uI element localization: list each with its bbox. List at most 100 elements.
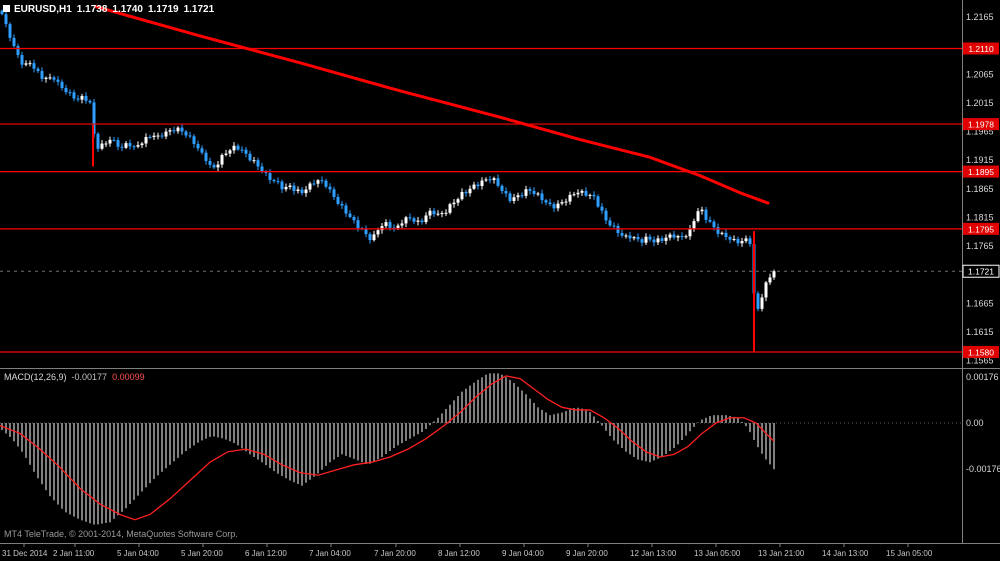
candle-body	[184, 131, 188, 136]
trend-line[interactable]	[94, 5, 770, 205]
candle-body	[248, 153, 252, 161]
candle-body	[192, 136, 196, 144]
candle-body	[260, 166, 264, 172]
candle-body	[52, 77, 56, 80]
candle-body	[168, 130, 172, 132]
candle-body	[232, 145, 236, 151]
candle-body	[20, 54, 24, 65]
ohlc-close-value: 1.1721	[183, 4, 215, 15]
price-level-badge: 1.1978	[963, 118, 999, 131]
candle-body	[636, 237, 640, 240]
candle-body	[592, 194, 596, 197]
price-level-badge: 1.1580	[963, 345, 999, 358]
candle-body	[660, 238, 664, 241]
candle-body	[272, 179, 276, 182]
candle-body	[120, 146, 124, 148]
candle-body	[444, 212, 448, 214]
candle-body	[124, 143, 128, 148]
time-axis-label: 13 Jan 21:00	[758, 549, 805, 558]
time-axis-label: 14 Jan 13:00	[822, 549, 869, 558]
candle-body	[756, 293, 760, 309]
candle-body	[276, 181, 280, 183]
candle-body	[584, 190, 588, 196]
candle-body	[428, 210, 432, 216]
price-level-badge-text: 1.1895	[968, 167, 994, 177]
price-level-badge-text: 1.1795	[968, 224, 994, 234]
candle-body	[416, 220, 420, 222]
candle-body	[292, 185, 296, 192]
candle-body	[188, 135, 192, 137]
candle-body	[608, 220, 612, 226]
candle-body	[684, 236, 688, 238]
candle-body	[268, 173, 272, 180]
candle-body	[440, 213, 444, 215]
candle-body	[596, 196, 600, 207]
candle-body	[28, 63, 32, 65]
candle-body	[576, 192, 580, 195]
time-axis-label: 13 Jan 05:00	[694, 549, 741, 558]
candle-body	[84, 95, 88, 101]
candle-body	[368, 234, 372, 241]
candle-body	[44, 77, 48, 79]
candle-body	[620, 233, 624, 236]
macd-indicator-label: MACD(12,26,9) -0.00177 0.00099	[4, 372, 145, 382]
chart-window-icon	[3, 5, 10, 12]
candle-body	[172, 130, 176, 132]
candle-body	[160, 135, 164, 137]
price-axis-label: 1.1965	[966, 127, 994, 137]
candle-body	[176, 127, 180, 132]
time-axis-label: 8 Jan 12:00	[438, 549, 480, 558]
candle-body	[496, 178, 500, 186]
candle-body	[640, 239, 644, 243]
candle-body	[356, 220, 360, 229]
price-axis-label: 1.2015	[966, 98, 994, 108]
candle-body	[672, 234, 676, 238]
candle-body	[492, 178, 496, 181]
main-chart-area[interactable]	[0, 5, 962, 353]
candle-body	[180, 127, 184, 132]
candle-body	[264, 171, 268, 174]
candle-body	[228, 150, 232, 154]
candle-body	[476, 184, 480, 187]
candle-body	[700, 209, 704, 212]
candle-body	[720, 232, 724, 234]
candle-body	[456, 199, 460, 203]
candle-body	[764, 282, 768, 298]
candle-body	[344, 205, 348, 214]
time-axis-label: 7 Jan 20:00	[374, 549, 416, 558]
macd-panel[interactable]	[0, 373, 962, 525]
candle-body	[688, 228, 692, 237]
candle-body	[244, 149, 248, 154]
candle-body	[412, 218, 416, 222]
candle-body	[732, 238, 736, 240]
candle-body	[460, 191, 464, 200]
candle-body	[420, 220, 424, 223]
candle-body	[404, 217, 408, 224]
candle-body	[400, 223, 404, 226]
candle-body	[536, 193, 540, 195]
price-level-badge-text: 1.1978	[968, 120, 994, 130]
candle-body	[16, 46, 20, 55]
candle-body	[0, 10, 4, 15]
candle-body	[156, 135, 160, 137]
candle-body	[380, 226, 384, 231]
price-axis-label: 1.2065	[966, 69, 994, 79]
candle-body	[668, 234, 672, 238]
candle-body	[36, 68, 40, 72]
candle-body	[616, 225, 620, 234]
candle-body	[632, 237, 636, 239]
candle-body	[256, 160, 260, 167]
ohlc-high-value: 1.1740	[112, 4, 143, 15]
candle-body	[312, 183, 316, 185]
candle-body	[116, 140, 120, 147]
candle-body	[76, 98, 80, 100]
candle-body	[364, 228, 368, 235]
macd-main-value: -0.00177	[71, 372, 108, 382]
candle-body	[708, 219, 712, 222]
candle-body	[528, 189, 532, 191]
candle-body	[4, 14, 8, 25]
candle-body	[384, 222, 388, 227]
time-axis-label: 5 Jan 04:00	[117, 549, 159, 558]
candle-body	[500, 185, 504, 192]
